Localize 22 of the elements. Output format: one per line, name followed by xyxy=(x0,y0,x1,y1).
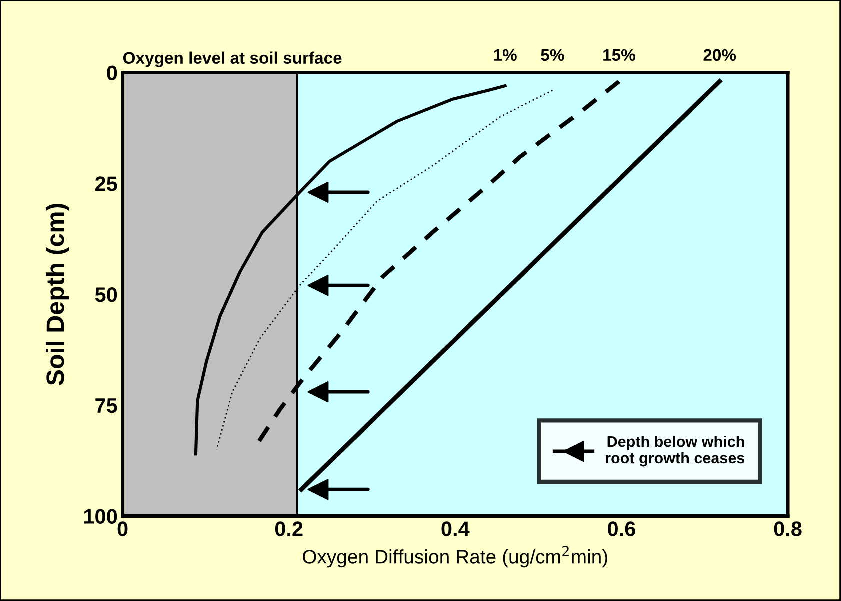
x-tick-label: 0.8 xyxy=(774,522,802,536)
point xyxy=(308,182,329,203)
x-tick-label: 0.4 xyxy=(442,522,470,536)
y-tick-label: 0 xyxy=(107,66,118,80)
x-tick-label: 0 xyxy=(118,522,128,536)
point xyxy=(308,275,329,296)
y-tick-label: 75 xyxy=(96,398,118,414)
x-tick-label: 0.6 xyxy=(608,522,636,536)
series-label: 1% xyxy=(494,49,517,62)
point xyxy=(308,479,329,500)
x-axis-title: Oxygen Diffusion Rate (ug/cm$^{2}$min) xyxy=(303,546,608,568)
y-tick-label: 100 xyxy=(84,509,118,524)
series-label: 15% xyxy=(604,49,636,62)
y-axis-title: Soil Depth (cm) xyxy=(46,204,70,386)
y-tick-label: 50 xyxy=(95,287,118,302)
series-label: 20% xyxy=(704,49,736,62)
y-tick-label: 25 xyxy=(95,176,118,192)
x-tick-label: 0.2 xyxy=(275,522,303,536)
text: Oxygen level at soil surface xyxy=(123,52,342,68)
legend-label: Depth below which root growth ceases xyxy=(606,436,745,467)
point xyxy=(308,382,329,403)
series-label: 5% xyxy=(541,49,564,62)
